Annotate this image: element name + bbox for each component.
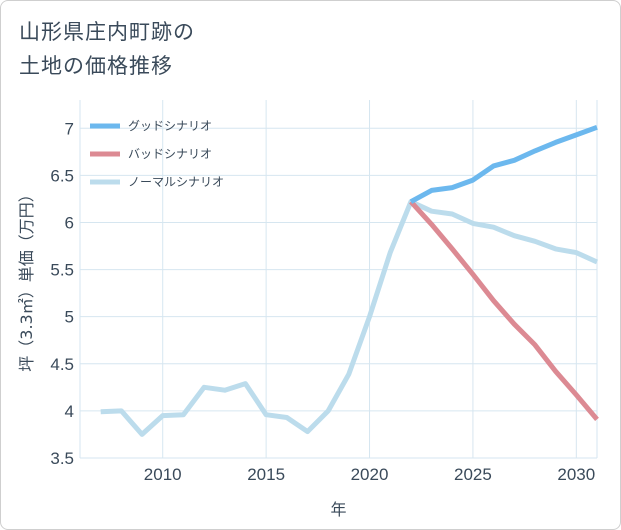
- chart-title: 山形県庄内町跡の 土地の価格推移: [19, 15, 319, 83]
- chart-title-line-2: 土地の価格推移: [19, 54, 173, 78]
- y-tick-label: 7: [65, 119, 74, 138]
- legend-label-1: バッドシナリオ: [128, 147, 212, 161]
- chart-title-line-1: 山形県庄内町跡の: [19, 20, 195, 44]
- series-line-0: [409, 124, 598, 204]
- series-line-1: [409, 200, 599, 422]
- legend-label-0: グッドシナリオ: [128, 119, 212, 133]
- x-tick-label: 2025: [454, 465, 492, 484]
- x-tick-label: 2030: [557, 465, 595, 484]
- x-tick-label: 2015: [247, 465, 285, 484]
- series-line-2: [100, 199, 599, 437]
- series-lines: [100, 124, 599, 437]
- y-tick-label: 5.5: [50, 261, 74, 280]
- y-tick-label: 6: [65, 213, 74, 232]
- y-tick-label: 3.5: [50, 449, 74, 468]
- x-tick-label: 2010: [144, 465, 182, 484]
- y-tick-label: 6.5: [50, 166, 74, 185]
- legend-label-2: ノーマルシナリオ: [128, 175, 224, 189]
- x-axis-label: 年: [330, 500, 346, 519]
- y-tick-label: 4: [65, 402, 74, 421]
- x-tick-label: 2020: [351, 465, 389, 484]
- grid-lines: [79, 100, 598, 459]
- x-axis-ticks: 2010 2015 2020 2025 2030: [144, 465, 595, 484]
- y-tick-label: 4.5: [50, 355, 74, 374]
- y-axis-label: 坪（3.3㎡）単価（万円）: [17, 186, 36, 371]
- y-axis-ticks: 3.5 4 4.5 5 5.5 6 6.5 7: [50, 119, 74, 468]
- y-tick-label: 5: [65, 308, 74, 327]
